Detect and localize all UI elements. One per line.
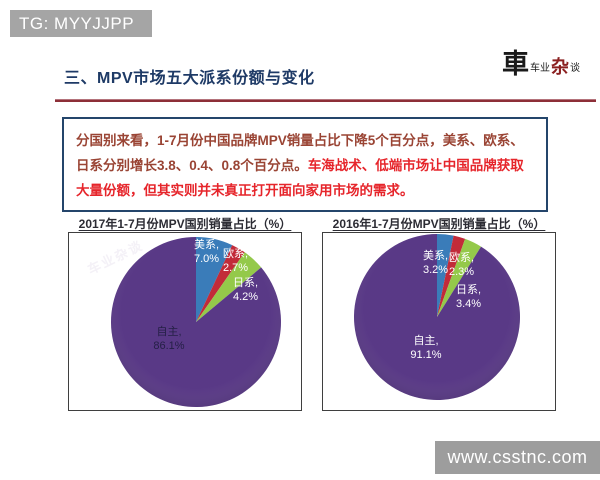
summary-box: 分国别来看，1-7月份中国品牌MPV销量占比下降5个百分点，美系、欧系、 日系分…: [62, 117, 548, 212]
logo-text: 车业: [530, 63, 550, 74]
pie-label-jp: 日系, 4.2%: [233, 277, 259, 303]
title-divider: [55, 99, 596, 102]
pie-label-us: 美系, 3.2%: [423, 250, 449, 276]
pie-label-jp: 日系, 3.4%: [456, 284, 482, 310]
logo-text-tail: 谈: [570, 63, 580, 74]
site-watermark: www.csstnc.com: [435, 441, 600, 474]
pie-label-eu: 欧系, 2.3%: [449, 252, 475, 278]
pie-label-eu: 欧系, 2.7%: [223, 248, 249, 274]
chart-title-2016: 2016年1-7月份MPV国别销量占比（%）: [332, 217, 546, 231]
pie-chart-2016: [323, 233, 555, 410]
pie-chart-2017: [69, 233, 301, 410]
logo-accent-char: 杂: [551, 57, 569, 78]
logo-mark-icon: 車: [502, 49, 529, 80]
chart-title-2017: 2017年1-7月份MPV国别销量占比（%）: [78, 217, 292, 231]
pie-label-us: 美系, 7.0%: [194, 239, 220, 265]
summary-text: 日系分别增长3.8、0.4、0.8个百分点。: [76, 158, 308, 173]
summary-highlight: 大量份额，但其实则并未真正打开面向家用市场的需求。: [76, 183, 414, 198]
paragraph-line: 日系分别增长3.8、0.4、0.8个百分点。车海战术、低端市场让中国品牌获取: [76, 153, 534, 178]
paragraph-line: 大量份额，但其实则并未真正打开面向家用市场的需求。: [76, 178, 534, 203]
page-title: 三、MPV市场五大派系份额与变化: [64, 70, 315, 87]
chart-box-2017: 车业杂谈 美系, 7.0% 欧系, 2.7% 日系, 4.2% 自主, 86.1…: [68, 232, 302, 411]
brand-logo: 車 车业 杂 谈: [502, 49, 581, 80]
summary-highlight: 车海战术、低端市场让中国品牌获取: [307, 158, 524, 173]
pie-label-domestic: 自主, 86.1%: [153, 326, 185, 352]
chart-box-2016: 美系, 3.2% 欧系, 2.3% 日系, 3.4% 自主, 91.1%: [322, 232, 556, 411]
pie-label-domestic: 自主, 91.1%: [410, 335, 442, 361]
paragraph-line: 分国别来看，1-7月份中国品牌MPV销量占比下降5个百分点，美系、欧系、: [76, 128, 534, 153]
summary-text: 分国别来看，1-7月份中国品牌MPV销量占比下降5个百分点，美系、欧系、: [76, 133, 524, 148]
tg-badge: TG: MYYJJPP: [10, 10, 152, 37]
